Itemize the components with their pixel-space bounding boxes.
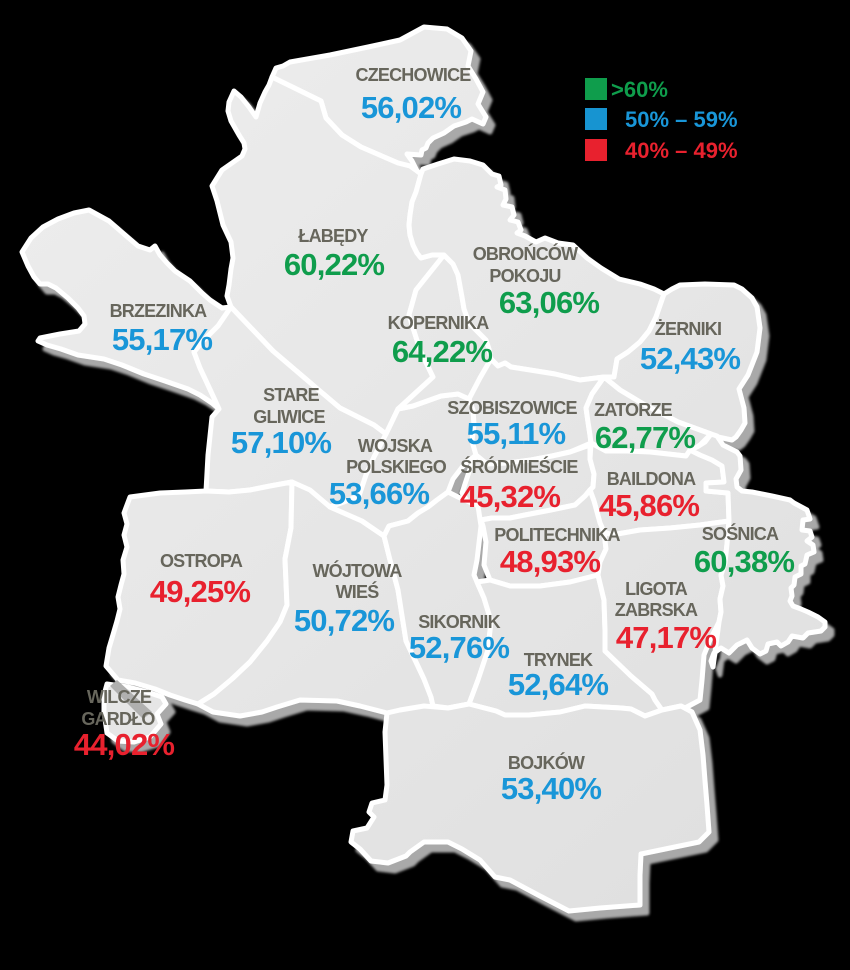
svg-text:55,11%: 55,11% <box>467 416 566 451</box>
svg-text:52,76%: 52,76% <box>409 630 510 665</box>
svg-text:52,43%: 52,43% <box>640 341 741 376</box>
svg-text:ŁABĘDY: ŁABĘDY <box>298 226 368 246</box>
svg-text:50,72%: 50,72% <box>294 603 395 638</box>
svg-text:48,93%: 48,93% <box>500 544 601 579</box>
svg-text:57,10%: 57,10% <box>231 425 332 460</box>
svg-text:STARE: STARE <box>263 385 319 405</box>
svg-text:60,22%: 60,22% <box>284 247 385 282</box>
svg-text:44,02%: 44,02% <box>74 727 175 762</box>
svg-text:GLIWICE: GLIWICE <box>253 407 325 427</box>
svg-text:TRYNEK: TRYNEK <box>524 650 593 670</box>
svg-text:52,64%: 52,64% <box>508 667 609 702</box>
svg-text:56,02%: 56,02% <box>361 90 462 125</box>
svg-text:45,86%: 45,86% <box>599 488 700 523</box>
svg-text:POLSKIEGO: POLSKIEGO <box>346 457 447 477</box>
svg-text:GARDŁO: GARDŁO <box>81 709 155 729</box>
svg-text:>60%: >60% <box>611 77 668 102</box>
svg-text:LIGOTA: LIGOTA <box>625 579 688 599</box>
svg-text:KOPERNIKA: KOPERNIKA <box>388 313 490 333</box>
svg-text:49,25%: 49,25% <box>150 574 251 609</box>
svg-text:40% – 49%: 40% – 49% <box>625 138 738 163</box>
svg-text:53,66%: 53,66% <box>329 476 430 511</box>
svg-text:ZATORZE: ZATORZE <box>594 400 673 420</box>
svg-text:BRZEZINKA: BRZEZINKA <box>110 301 208 321</box>
svg-text:64,22%: 64,22% <box>392 334 493 369</box>
svg-text:CZECHOWICE: CZECHOWICE <box>356 65 472 85</box>
svg-text:47,17%: 47,17% <box>616 620 717 655</box>
svg-text:55,17%: 55,17% <box>112 322 213 357</box>
svg-text:BOJKÓW: BOJKÓW <box>508 752 585 773</box>
svg-text:WÓJTOWA: WÓJTOWA <box>312 560 402 581</box>
svg-text:POLITECHNIKA: POLITECHNIKA <box>494 525 620 545</box>
svg-text:63,06%: 63,06% <box>499 285 600 320</box>
svg-text:50% – 59%: 50% – 59% <box>625 107 738 132</box>
svg-text:OBROŃCÓW: OBROŃCÓW <box>473 243 578 264</box>
svg-text:SOŚNICA: SOŚNICA <box>702 523 779 544</box>
svg-text:WIEŚ: WIEŚ <box>336 581 380 602</box>
svg-text:OSTROPA: OSTROPA <box>160 551 243 571</box>
svg-text:ŚRÓDMIEŚCIE: ŚRÓDMIEŚCIE <box>460 456 578 477</box>
svg-text:45,32%: 45,32% <box>460 479 561 514</box>
svg-text:WOJSKA: WOJSKA <box>358 436 433 456</box>
svg-text:ZABRSKA: ZABRSKA <box>615 600 698 620</box>
svg-text:SZOBISZOWICE: SZOBISZOWICE <box>447 398 577 418</box>
svg-text:53,40%: 53,40% <box>501 771 602 806</box>
svg-text:60,38%: 60,38% <box>694 544 795 579</box>
svg-text:ŻERNIKI: ŻERNIKI <box>655 319 721 339</box>
svg-text:62,77%: 62,77% <box>595 420 696 455</box>
svg-text:POKOJU: POKOJU <box>489 266 560 286</box>
svg-text:SIKORNIK: SIKORNIK <box>418 612 500 632</box>
svg-text:BAILDONA: BAILDONA <box>607 469 696 489</box>
svg-text:WILCZE: WILCZE <box>87 687 152 707</box>
